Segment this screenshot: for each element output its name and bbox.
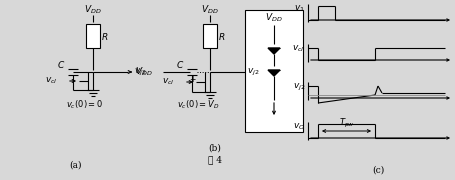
Text: $v_{j2}$: $v_{j2}$	[134, 66, 146, 78]
Text: $v_{j2}$: $v_{j2}$	[293, 82, 305, 93]
Text: $v_{cl}$: $v_{cl}$	[293, 44, 305, 55]
Polygon shape	[268, 70, 280, 76]
Text: $R$: $R$	[218, 30, 226, 42]
Text: $v_{cl}$: $v_{cl}$	[46, 76, 58, 86]
Text: $v_c(0)=V_D$: $v_c(0)=V_D$	[177, 99, 219, 111]
Polygon shape	[268, 48, 280, 54]
Text: $v_{j2}$: $v_{j2}$	[247, 66, 259, 78]
Text: $V_{DD}$: $V_{DD}$	[136, 66, 153, 78]
Text: 图 4: 图 4	[208, 156, 222, 165]
Text: $+$: $+$	[189, 74, 197, 84]
Text: $T_{pw}$: $T_{pw}$	[339, 117, 354, 130]
Text: $C$: $C$	[176, 58, 184, 69]
Text: (a): (a)	[69, 161, 81, 170]
Text: (c): (c)	[372, 165, 384, 174]
Text: $v_O$: $v_O$	[293, 122, 305, 132]
Text: $C$: $C$	[57, 58, 65, 69]
Text: $v_c(0)=0$: $v_c(0)=0$	[66, 99, 104, 111]
Text: $V_{DD}$: $V_{DD}$	[265, 12, 283, 24]
Text: $R$: $R$	[101, 30, 109, 42]
Bar	[203, 24, 217, 48]
Text: $V_{DD}$: $V_{DD}$	[201, 4, 219, 16]
Bar	[86, 24, 100, 48]
Text: (b): (b)	[208, 143, 222, 152]
Text: $v_{cl}$: $v_{cl}$	[162, 77, 175, 87]
Text: $V_{DD}$: $V_{DD}$	[84, 4, 102, 16]
Text: $v_1$: $v_1$	[294, 4, 305, 15]
Bar	[245, 10, 303, 132]
